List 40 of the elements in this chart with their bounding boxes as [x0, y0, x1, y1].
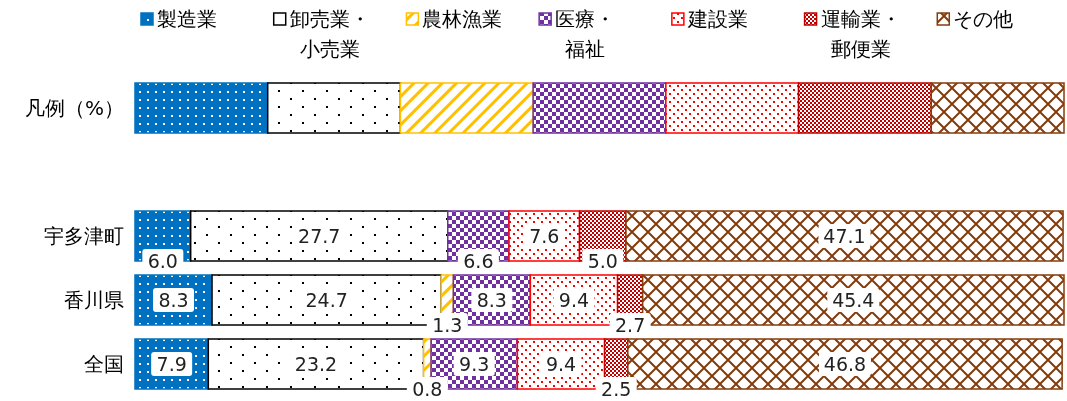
legend-label: 運輸業・郵便業: [820, 7, 901, 61]
data-label: 8.3: [476, 289, 507, 311]
data-label: 23.2: [294, 353, 338, 375]
data-label: 2.5: [601, 378, 632, 400]
legend-label: 建設業: [686, 7, 748, 31]
data-label: 27.7: [298, 225, 341, 247]
bar: [266, 82, 402, 134]
bar: [930, 82, 1065, 134]
y-tick-label: 香川県: [64, 288, 124, 312]
data-label: 7.6: [529, 225, 560, 247]
y-tick-label: 全国: [84, 352, 124, 376]
legend-label: 農林漁業: [422, 7, 503, 31]
bar: [532, 82, 667, 134]
data-label: 45.4: [832, 289, 875, 311]
legend-label: 卸売業・小売業: [289, 7, 370, 61]
bar: [399, 82, 534, 134]
data-label: 9.3: [459, 353, 490, 375]
data-label: 6.0: [147, 250, 178, 272]
data-label: 2.7: [615, 314, 646, 336]
bar: [665, 82, 800, 134]
data-label: 47.1: [823, 225, 866, 247]
legend-label: 製造業: [157, 7, 217, 31]
data-label: 5.0: [587, 250, 618, 272]
bar: [625, 210, 1064, 262]
data-label: 9.4: [545, 353, 577, 375]
legend-label: その他: [953, 7, 1014, 31]
y-tick-label: 宇多津町: [44, 224, 124, 248]
y-tick-label: 凡例（%）: [24, 96, 124, 120]
bar: [134, 82, 269, 134]
data-label: 8.3: [158, 289, 189, 311]
data-label: 1.3: [432, 314, 463, 336]
data-label: 6.6: [463, 250, 494, 272]
data-label: 7.9: [156, 353, 187, 375]
data-label: 9.4: [558, 289, 590, 311]
data-label: 24.7: [305, 289, 348, 311]
data-label: 0.8: [412, 378, 443, 400]
bar: [797, 82, 933, 134]
legend-label: 医療・福祉: [555, 7, 616, 61]
data-label: 46.8: [823, 353, 867, 375]
bar: [189, 210, 449, 262]
